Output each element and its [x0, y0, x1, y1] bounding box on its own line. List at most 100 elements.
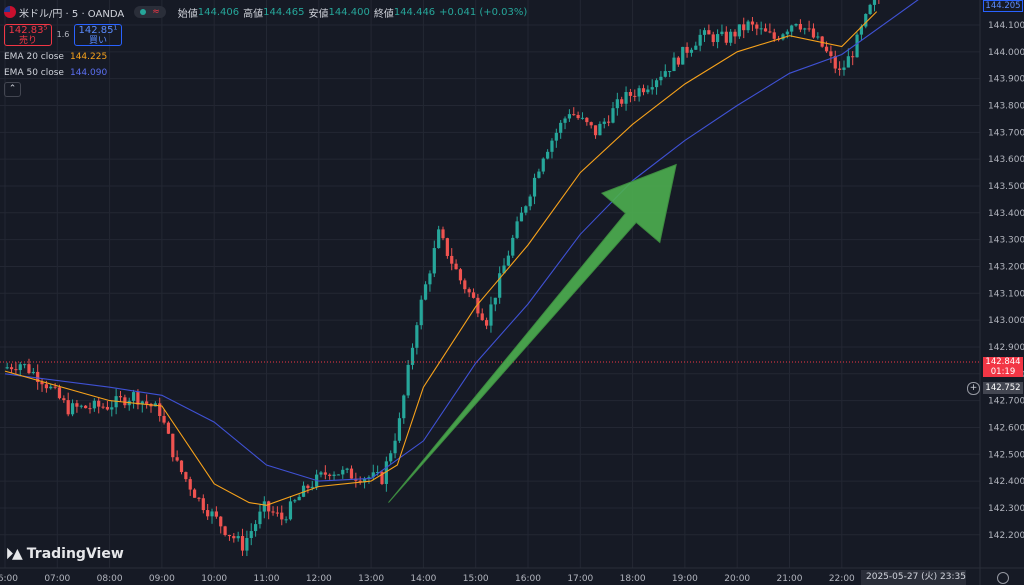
candle-body — [790, 25, 794, 32]
candle-body — [733, 31, 737, 37]
chevron-up-icon[interactable]: ⌃ — [4, 82, 21, 97]
candle-body — [88, 408, 92, 410]
candle-body — [698, 34, 702, 46]
candle-body — [859, 26, 864, 35]
candle-body — [476, 297, 480, 314]
candle-body — [40, 381, 44, 385]
candle-body — [502, 265, 506, 274]
candle-body — [53, 386, 57, 388]
candle-body — [376, 471, 380, 473]
candle-body — [450, 255, 454, 264]
candle-body — [689, 49, 694, 53]
candle-body — [210, 511, 214, 517]
candle-body — [829, 51, 833, 57]
candle-body — [389, 453, 393, 462]
candle-body — [14, 369, 18, 371]
candle-body — [288, 501, 293, 520]
candle-body — [258, 511, 262, 525]
candle-body — [646, 89, 650, 93]
candle-body — [554, 132, 558, 141]
candle-body — [471, 292, 476, 298]
candle-body — [9, 367, 14, 370]
candle-body — [66, 400, 70, 415]
candle-body — [445, 238, 449, 256]
candle-body — [267, 501, 271, 512]
sell-button[interactable]: 142.83⁵ 売り — [4, 24, 52, 46]
sell-price: 142.83⁵ — [8, 25, 48, 36]
candle-body — [750, 21, 755, 25]
ohlc-high-value: 144.465 — [263, 6, 305, 18]
candle-body — [162, 415, 166, 423]
candle-body — [371, 472, 375, 478]
candle-body — [406, 364, 410, 396]
x-tick-label: 08:00 — [97, 574, 123, 584]
status-pills[interactable]: ≈ — [134, 6, 166, 18]
candle-body — [423, 284, 428, 300]
x-tick-label: 22:00 — [829, 574, 855, 584]
candle-body — [227, 534, 232, 537]
candle-body — [593, 125, 598, 136]
candle-body — [524, 206, 528, 213]
add-alert-plus-icon[interactable]: + — [967, 382, 980, 395]
candle-body — [654, 80, 659, 88]
y-tick-label: 143.100 — [988, 289, 1024, 299]
candle-body — [676, 57, 680, 65]
candle-body — [184, 472, 188, 480]
candle-body — [620, 99, 624, 104]
candle-body — [602, 121, 606, 124]
candle-body — [519, 212, 524, 222]
ema20-legend[interactable]: EMA 20 close 144.225 — [4, 52, 107, 62]
candle-body — [5, 367, 9, 369]
candle-body — [349, 468, 354, 479]
usdjpy-flag-icon — [4, 6, 16, 18]
candle-body — [336, 474, 341, 476]
ema-price-tag: 142.752 — [983, 382, 1023, 394]
candle-body — [637, 88, 641, 97]
candle-body — [498, 273, 502, 298]
candle-body — [441, 229, 445, 239]
candle-body — [36, 371, 40, 382]
buy-label: 買い — [88, 36, 107, 46]
candle-body — [245, 538, 249, 551]
ema20-name: EMA 20 close — [4, 52, 64, 62]
candle-body — [275, 512, 279, 514]
ohlc-close-value: 144.446 — [393, 6, 436, 18]
candle-body — [803, 28, 807, 30]
axis-settings-icon[interactable] — [997, 572, 1009, 584]
ema50-legend[interactable]: EMA 50 close 144.090 — [4, 68, 107, 78]
candle-body — [341, 469, 345, 475]
candle-body — [541, 158, 545, 172]
buy-button[interactable]: 142.85¹ 買い — [74, 24, 122, 46]
candle-body — [559, 122, 563, 133]
y-tick-label: 143.600 — [988, 155, 1024, 165]
market-open-icon — [140, 9, 147, 15]
candle-body — [79, 405, 83, 407]
candle-body — [145, 401, 149, 404]
candle-body — [70, 403, 75, 415]
candle-body — [44, 384, 49, 389]
top-price-tag: 144.205 — [983, 0, 1023, 12]
candle-body — [402, 395, 406, 419]
tradingview-logo: ⏵▲ TradingView — [6, 546, 124, 562]
candle-body — [785, 31, 789, 35]
symbol-title[interactable]: 米ドル/円 · 5 · OANDA — [19, 8, 125, 20]
y-tick-label: 142.600 — [988, 423, 1024, 433]
x-tick-label: 13:00 — [358, 574, 384, 584]
candle-body — [872, 0, 877, 5]
candle-body — [192, 489, 197, 498]
candle-body — [824, 46, 829, 52]
x-tick-label: 06:00 — [0, 574, 18, 584]
candle-body — [807, 28, 811, 30]
candle-body — [715, 34, 720, 43]
candle-body — [101, 406, 105, 408]
candle-body — [768, 31, 772, 33]
candle-body — [105, 406, 110, 410]
candle-body — [18, 364, 22, 371]
ema50-line — [4, 0, 919, 482]
candle-body — [358, 480, 362, 483]
candle-body — [537, 171, 541, 178]
candle-body — [179, 460, 184, 473]
candle-body — [615, 99, 619, 109]
candle-body — [97, 400, 101, 407]
